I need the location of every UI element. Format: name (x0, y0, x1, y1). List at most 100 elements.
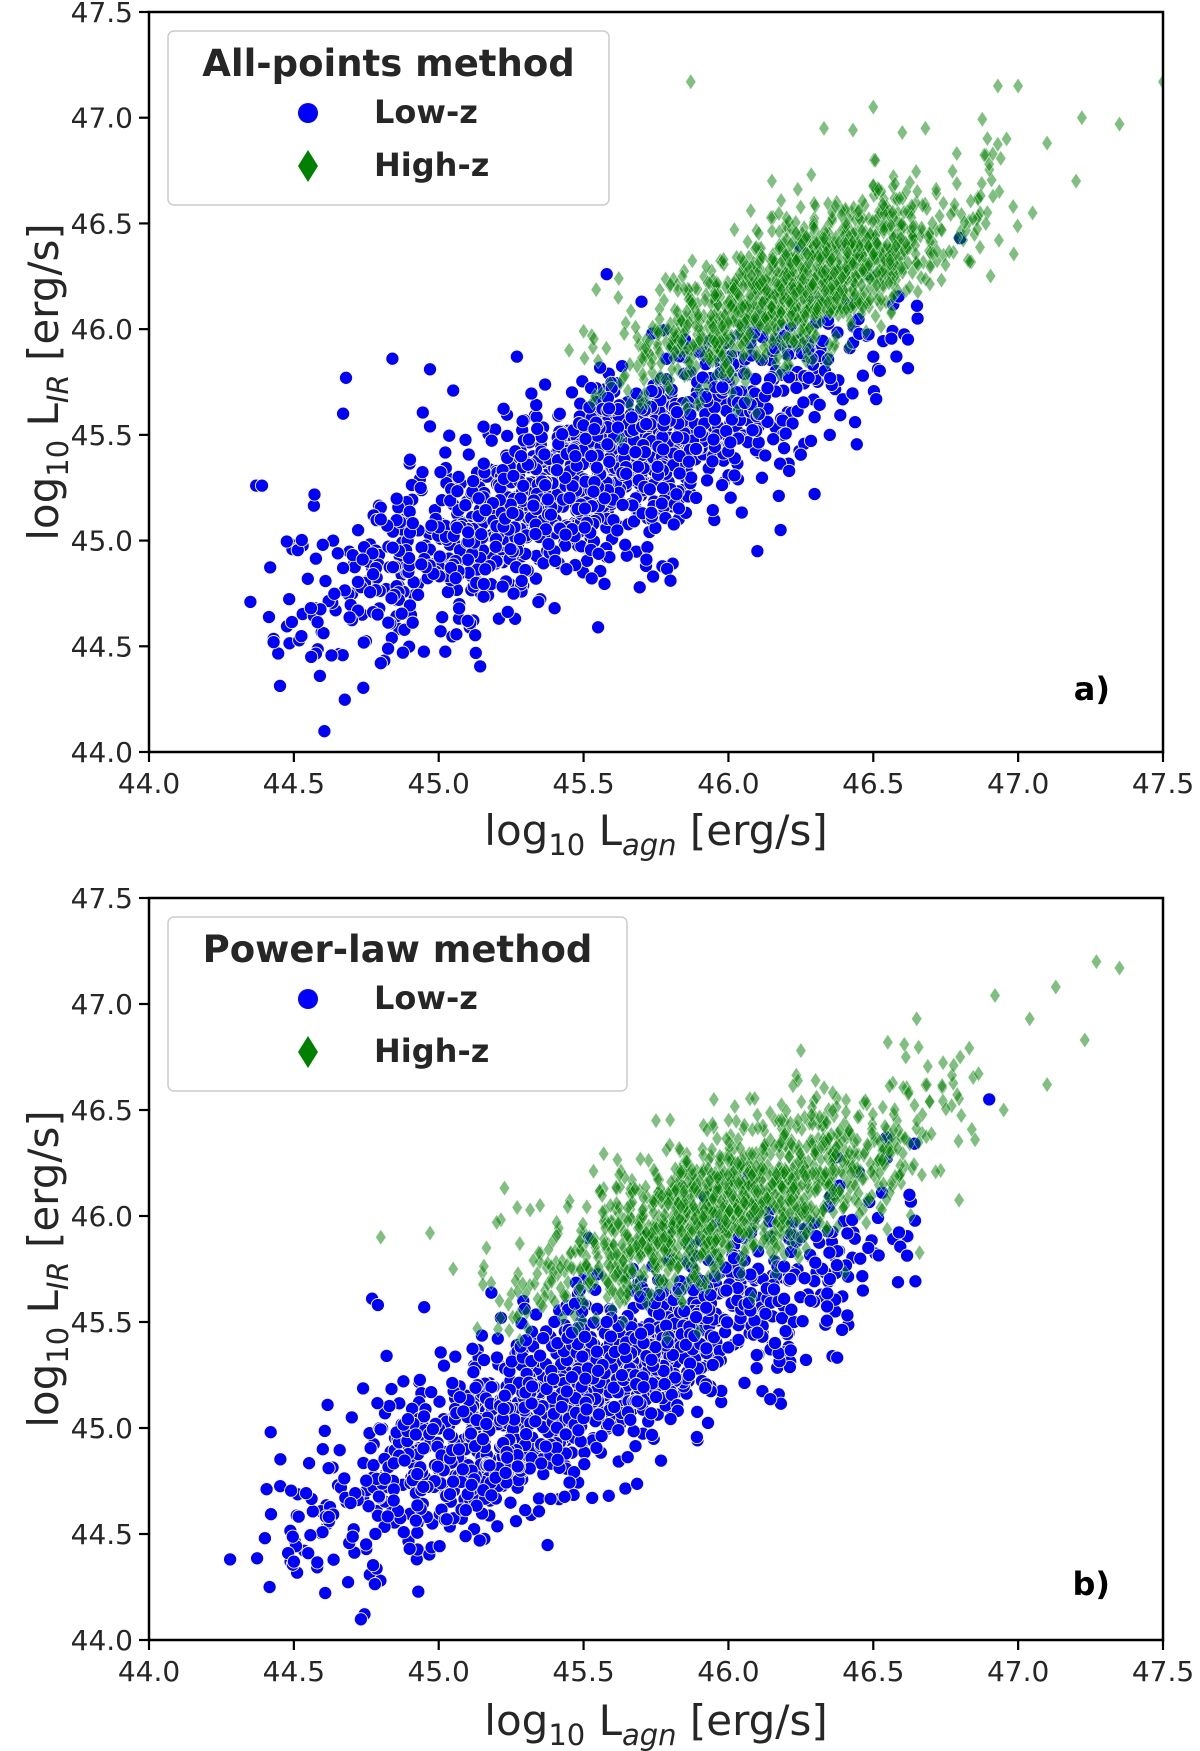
data-point-low-z (384, 1381, 399, 1397)
data-point-low-z (659, 1318, 674, 1333)
data-point-high-z (684, 354, 696, 372)
data-point-high-z (873, 180, 885, 198)
data-point-low-z (326, 1552, 341, 1567)
data-point-high-z (765, 298, 777, 316)
y-tick-label: 45.5 (71, 419, 133, 452)
data-point-low-z (410, 1525, 425, 1540)
data-point-low-z (577, 501, 592, 516)
data-point-low-z (628, 1439, 643, 1454)
data-point-low-z (506, 586, 521, 601)
data-point-high-z (742, 233, 754, 251)
data-point-high-z (773, 240, 785, 257)
data-point-low-z (482, 1458, 497, 1473)
data-point-high-z (818, 230, 830, 247)
data-point-low-z (371, 1489, 386, 1504)
data-point-high-z (930, 180, 942, 198)
data-point-low-z (715, 477, 730, 493)
data-point-high-z (664, 275, 677, 293)
data-point-low-z (379, 1348, 394, 1363)
data-point-low-z (559, 1384, 574, 1399)
data-point-low-z (284, 614, 299, 630)
data-point-low-z (373, 512, 388, 527)
data-point-low-z (396, 1374, 411, 1389)
data-point-low-z (386, 1493, 401, 1508)
data-point-high-z (676, 332, 688, 350)
data-point-high-z (681, 316, 694, 334)
data-point-low-z (521, 432, 536, 447)
data-point-low-z (830, 1350, 845, 1365)
data-point-low-z (705, 1357, 720, 1372)
data-point-low-z (410, 1466, 425, 1482)
data-point-low-z (797, 1271, 812, 1286)
data-point-high-z (735, 1265, 747, 1283)
data-point-high-z (655, 354, 667, 372)
data-point-low-z (320, 1397, 335, 1412)
data-point-low-z (758, 448, 773, 463)
data-point-high-z (992, 135, 1004, 153)
data-point-high-z (833, 234, 845, 251)
data-point-high-z (805, 166, 817, 184)
data-point-high-z (671, 303, 683, 321)
data-point-high-z (694, 331, 706, 348)
data-point-low-z (591, 1407, 606, 1422)
data-point-low-z (266, 635, 281, 650)
data-point-low-z (783, 1271, 798, 1286)
data-point-high-z (952, 229, 964, 247)
data-point-high-z (896, 124, 908, 141)
data-point-low-z (663, 1411, 678, 1427)
data-point-low-z (559, 562, 574, 577)
data-point-low-z (731, 1332, 746, 1347)
data-point-high-z (578, 349, 591, 367)
data-point-high-z (705, 307, 717, 324)
data-point-low-z (359, 1537, 374, 1552)
data-point-high-z (831, 289, 843, 307)
data-point-low-z (749, 1361, 764, 1376)
data-point-low-z (745, 423, 760, 438)
data-point-high-z (842, 338, 854, 356)
data-point-low-z (359, 1473, 374, 1488)
data-point-low-z (706, 432, 721, 447)
data-point-high-z (958, 213, 971, 231)
data-point-low-z (321, 1509, 336, 1524)
data-point-high-z (757, 272, 769, 290)
data-point-low-z (700, 1415, 716, 1430)
data-point-low-z (415, 465, 430, 480)
data-point-high-z (613, 270, 625, 287)
axes-frame (147, 10, 1165, 754)
data-point-low-z (531, 594, 546, 610)
data-point-low-z (798, 1352, 814, 1367)
data-point-high-z (742, 391, 754, 408)
data-point-low-z (777, 1291, 792, 1306)
plot-area (223, 953, 1126, 1627)
data-point-low-z (433, 465, 448, 480)
data-point-low-z (796, 395, 811, 410)
data-point-low-z (688, 441, 704, 456)
data-point-high-z (799, 307, 811, 325)
data-point-low-z (555, 427, 570, 442)
data-point-low-z (368, 1526, 383, 1541)
data-point-high-z (892, 282, 904, 299)
data-point-low-z (472, 1533, 487, 1548)
data-point-high-z (924, 275, 936, 293)
data-point-low-z (310, 1555, 325, 1570)
data-point-low-z (324, 648, 339, 663)
data-point-low-z (707, 412, 722, 427)
data-point-high-z (753, 225, 765, 242)
data-point-low-z (315, 1442, 330, 1457)
data-point-high-z (775, 313, 787, 331)
data-point-high-z (867, 1105, 879, 1123)
data-point-high-z (707, 318, 719, 336)
data-point-low-z (649, 1389, 664, 1404)
data-point-high-z (974, 238, 986, 256)
data-point-high-z (763, 260, 775, 278)
data-point-low-z (749, 1347, 764, 1363)
data-point-high-z (716, 346, 728, 364)
data-point-low-z (982, 1092, 997, 1107)
data-point-low-z (618, 537, 633, 552)
data-point-low-z (568, 449, 583, 464)
data-point-high-z (698, 347, 710, 365)
data-point-low-z (402, 452, 418, 467)
data-point-high-z (867, 98, 879, 116)
data-point-low-z (630, 1394, 645, 1409)
data-point-high-z (618, 325, 630, 342)
